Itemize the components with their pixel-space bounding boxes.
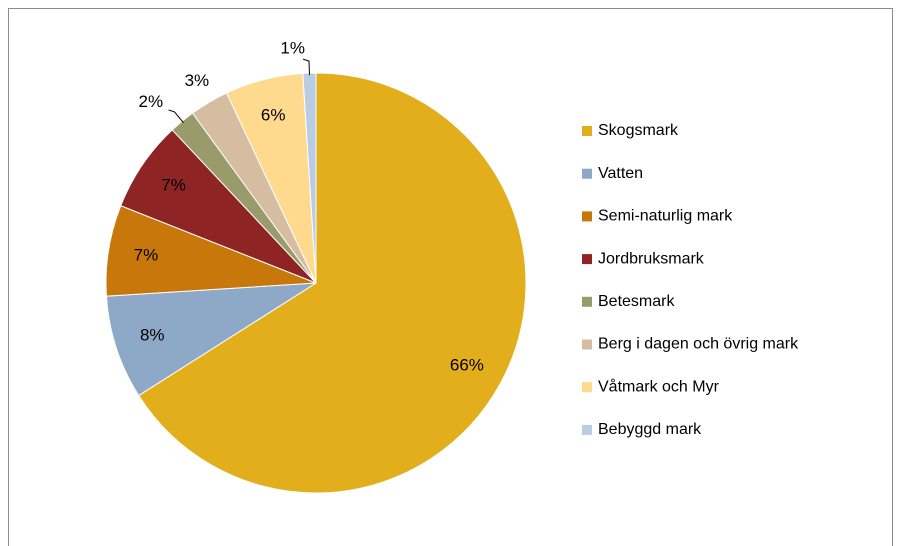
legend-swatch — [582, 339, 592, 350]
legend-swatch — [582, 296, 592, 307]
data-label: 6% — [261, 106, 286, 125]
pie-slice — [138, 72, 527, 494]
legend-swatch — [582, 126, 592, 136]
data-label: 2% — [139, 92, 164, 111]
data-label: 1% — [280, 39, 305, 58]
legend-swatch — [582, 382, 592, 393]
legend-label: Våtmark och Myr — [598, 377, 720, 395]
legend-swatch — [582, 424, 592, 435]
data-label: 3% — [185, 71, 210, 90]
legend-swatch — [582, 168, 592, 179]
legend-label: Betesmark — [598, 293, 675, 310]
leader-line — [302, 58, 310, 76]
data-label: 8% — [140, 326, 165, 345]
legend-swatch — [582, 254, 592, 265]
legend-label: Bebyggd mark — [598, 421, 702, 438]
legend-label: Semi-naturlig mark — [598, 208, 733, 225]
legend-label: Skogsmark — [598, 122, 679, 139]
leader-line — [168, 109, 184, 124]
legend-swatch — [582, 211, 592, 222]
data-label: 7% — [134, 246, 159, 265]
chart-frame — [8, 8, 893, 546]
data-label: 66% — [450, 355, 484, 374]
legend-label: Berg i dagen och övrig mark — [598, 336, 799, 353]
pie-slice — [105, 282, 317, 397]
legend-label: Vatten — [598, 165, 643, 182]
legend-label: Jordbruksmark — [598, 250, 705, 267]
data-label: 7% — [161, 176, 186, 195]
